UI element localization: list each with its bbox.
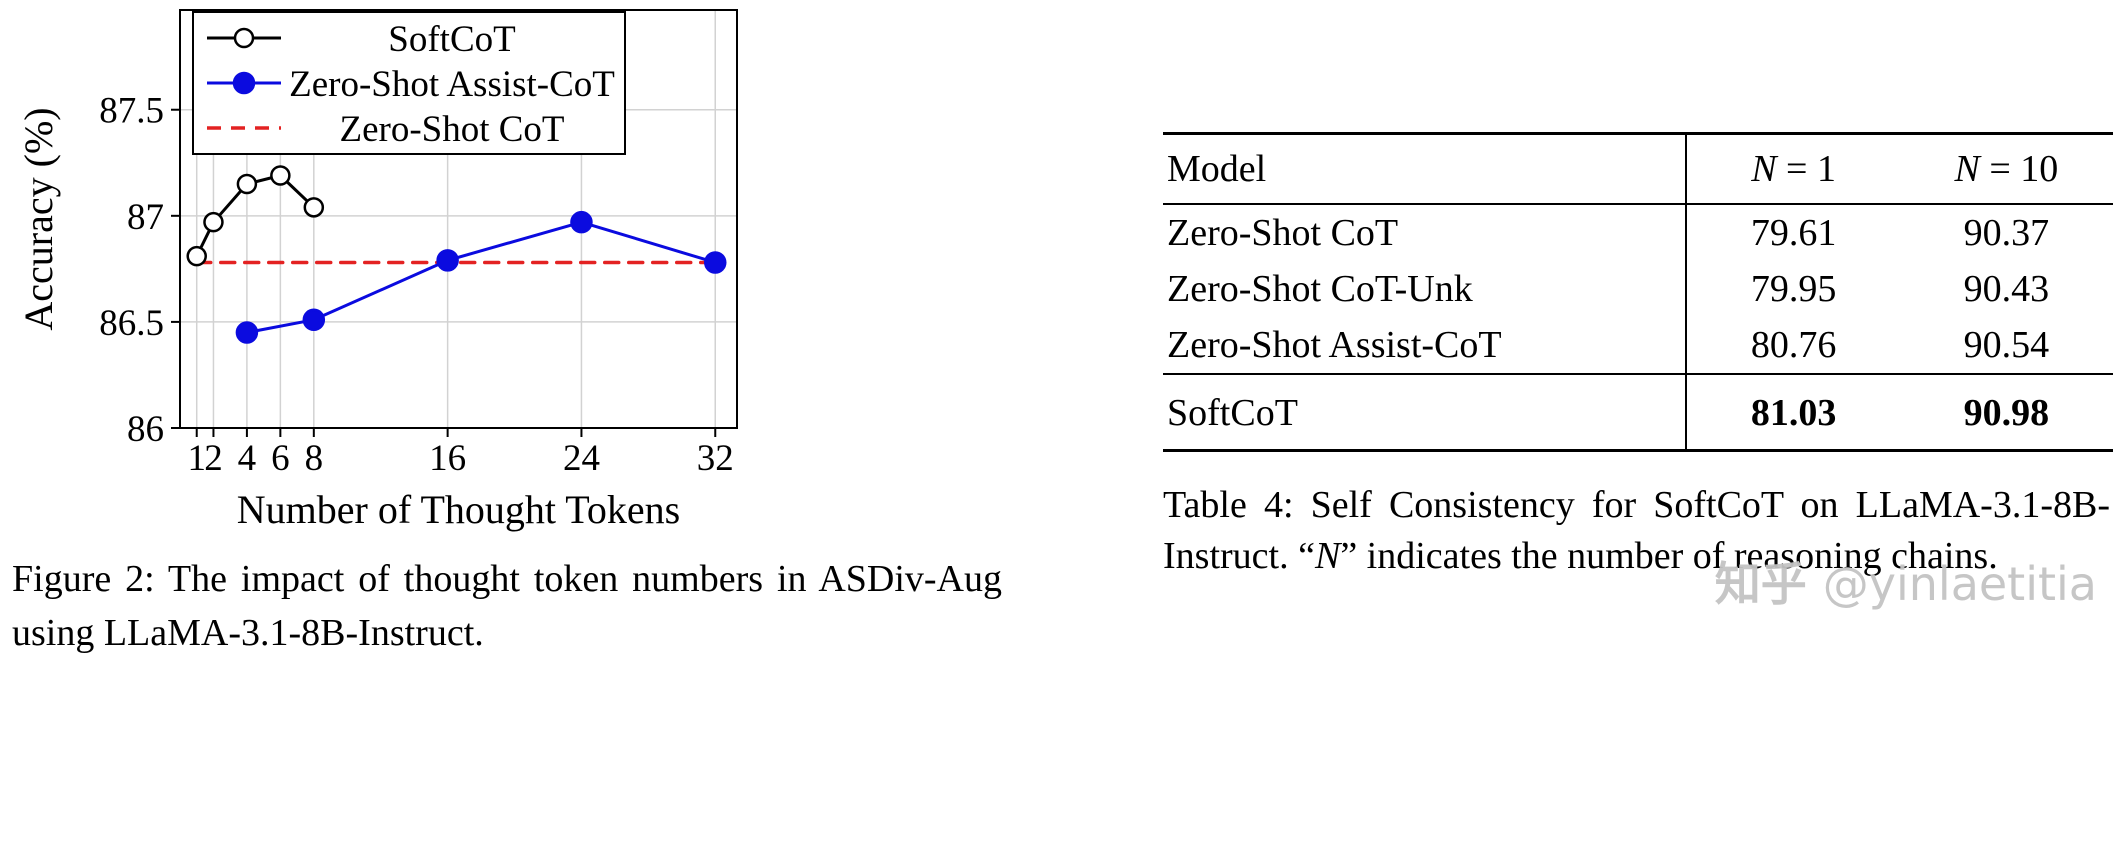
axis-ticks	[171, 108, 717, 437]
data-point	[436, 249, 459, 272]
table-row: Zero-Shot CoT-Unk 79.95 90.43	[1163, 261, 2113, 317]
table4: Model N = 1 N = 10 Zero-Shot CoT 79.61 9…	[1163, 132, 2113, 452]
x-axis-label: Number of Thought Tokens	[237, 487, 680, 532]
cell-model: Zero-Shot CoT-Unk	[1167, 268, 1473, 310]
col-header-n1-rest: = 1	[1776, 148, 1836, 190]
y-tick-label: 87	[127, 197, 164, 238]
cell-n1: 80.76	[1685, 317, 1900, 374]
data-point	[270, 165, 291, 186]
x-tick-label: 8	[305, 438, 324, 479]
y-axis-label: Accuracy (%)	[16, 107, 61, 330]
zhihu-logo-text: 知乎	[1714, 557, 1807, 611]
table4-caption-prefix: Table 4: Self Consistency for SoftCoT on…	[1163, 484, 2110, 578]
col-header-n10-symbol: N	[1954, 148, 1980, 190]
table-header-row: Model N = 1 N = 10	[1163, 133, 2113, 205]
figure2-caption: Figure 2: The impact of thought token nu…	[12, 558, 1002, 654]
y-tick-label: 86.5	[99, 303, 164, 344]
data-point	[235, 321, 259, 344]
data-point	[302, 308, 326, 332]
cell-model: Zero-Shot CoT	[1167, 212, 1399, 254]
legend-marker	[232, 71, 256, 95]
cell-n1: 79.95	[1685, 261, 1900, 317]
cell-n10: 90.98	[1963, 392, 2050, 434]
x-tick-label: 32	[697, 438, 734, 479]
x-tick-label: 1	[187, 438, 206, 479]
data-point	[203, 211, 224, 233]
cell-n1: 81.03	[1685, 374, 1900, 451]
data-point	[186, 245, 207, 267]
data-point	[570, 210, 593, 234]
x-tick-label: 4	[238, 438, 257, 479]
cell-model: Zero-Shot Assist-CoT	[1167, 324, 1502, 366]
series	[186, 165, 727, 344]
cell-model: SoftCoT	[1167, 392, 1298, 434]
data-point	[704, 251, 727, 274]
legend-label: Zero-Shot Assist-CoT	[289, 64, 615, 105]
table-row: Zero-Shot CoT 79.61 90.37	[1163, 204, 2113, 261]
x-tick-label: 2	[204, 438, 223, 479]
col-header-n10-rest: = 10	[1979, 148, 2059, 190]
cell-n10: 90.54	[1963, 324, 2050, 366]
legend-label: Zero-Shot CoT	[339, 109, 564, 150]
col-header-n10: N = 10	[1900, 134, 2113, 205]
plot-box	[179, 9, 738, 429]
data-point	[236, 173, 258, 195]
y-tick-label: 86	[127, 409, 164, 450]
cell-n10: 90.37	[1963, 212, 2050, 254]
col-header-n1-symbol: N	[1751, 148, 1777, 190]
x-tick-label: 24	[563, 438, 600, 479]
axis-labels: Accuracy (%) Number of Thought Tokens	[16, 107, 680, 532]
table4-block: Model N = 1 N = 10 Zero-Shot CoT 79.61 9…	[1163, 132, 2113, 583]
cell-n10: 90.43	[1963, 268, 2050, 310]
cell-n1: 79.61	[1685, 204, 1900, 261]
col-header-n1: N = 1	[1685, 133, 1900, 204]
table4-caption-n-symbol: N	[1314, 535, 1341, 578]
legend-label: SoftCoT	[388, 19, 515, 60]
legend-marker	[233, 27, 255, 49]
table4-caption: Table 4: Self Consistency for SoftCoT on…	[1163, 480, 2110, 583]
watermark: 知乎 @yinlaetitia	[1715, 548, 2097, 614]
y-tick-label: 87.5	[99, 91, 164, 132]
table4-caption-suffix: ” indicates the number of reasoning chai…	[1340, 535, 1998, 578]
table-row-softcot: SoftCoT 81.03 90.98	[1163, 374, 2113, 451]
watermark-handle: @yinlaetitia	[1822, 557, 2097, 611]
x-tick-label: 6	[271, 438, 290, 479]
data-point	[303, 197, 325, 218]
table-row: Zero-Shot Assist-CoT 80.76 90.54	[1163, 317, 2113, 374]
x-tick-label: 16	[429, 438, 466, 479]
col-header-model: Model	[1167, 148, 1267, 190]
